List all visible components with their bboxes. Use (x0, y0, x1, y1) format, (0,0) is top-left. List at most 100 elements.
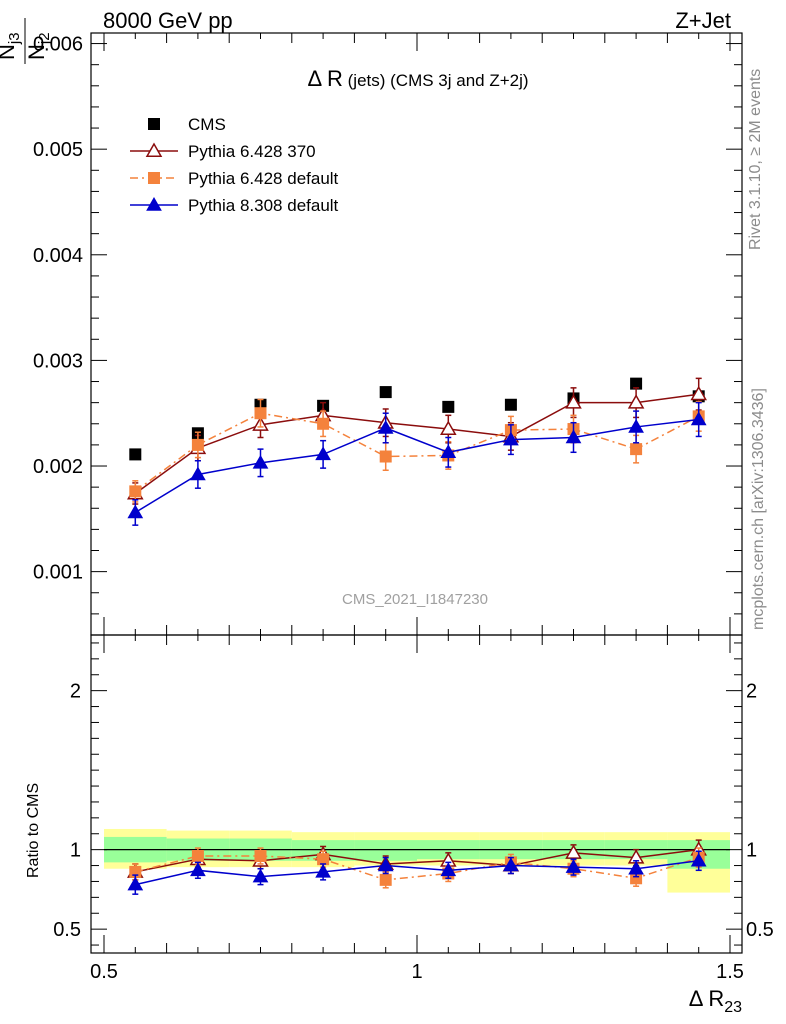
svg-text:Nj2: Nj2 (24, 32, 53, 60)
mcplots-label: mcplots.cern.ch [arXiv:1306.3436] (750, 388, 767, 630)
main-series-line (134, 418, 699, 514)
legend-label: Pythia 8.308 default (188, 196, 339, 215)
y-tick-label: 0.003 (33, 350, 83, 372)
main-point (191, 438, 204, 451)
ratio-y-tick-label-right: 0.5 (746, 919, 774, 941)
x-axis-symbol: Δ R (689, 986, 724, 1011)
process-label: Z+Jet (675, 8, 731, 33)
main-point (190, 466, 206, 481)
main-point (379, 386, 392, 399)
legend-label: CMS (188, 115, 226, 134)
legend-marker (145, 142, 163, 157)
ratio-point (503, 857, 519, 872)
main-point (254, 407, 267, 420)
y-tick-label: 0.002 (33, 456, 83, 478)
main-point (440, 444, 457, 459)
ratio-point (191, 850, 204, 863)
ratio-point (379, 873, 392, 886)
legend-marker (148, 172, 160, 184)
main-point (442, 400, 455, 413)
ratio-point (252, 868, 269, 883)
x-axis-label: Δ R23 (689, 986, 742, 1016)
ratio-series-line (135, 860, 699, 886)
main-point (377, 419, 394, 434)
rivet-label: Rivet 3.1.10, ≥ 2M events (747, 69, 764, 250)
x-tick-label: 1 (411, 961, 422, 983)
ratio-point (690, 852, 707, 867)
legend-item: Pythia 6.428 default (130, 169, 339, 188)
main-panel: 0.001 0.002 0.003 0.004 0.005 0.006 Δ R (jets… (0, 18, 743, 636)
ratio-point (440, 862, 457, 877)
ratio-y-tick-label: 1 (70, 840, 81, 862)
x-tick-label: 0.5 (90, 961, 118, 983)
ratio-point (628, 860, 644, 875)
ratio-series-pythia-8-308-default (127, 850, 707, 895)
y-tick-label: 0.001 (33, 562, 83, 584)
main-series-pythia-8-308-default (127, 401, 707, 526)
y-tick-label: 0.006 (33, 34, 83, 56)
ratio-y-tick-label-right: 1 (746, 840, 757, 862)
energy-label: 8000 GeV pp (103, 8, 233, 33)
ratio-point (317, 853, 330, 866)
main-point (317, 417, 330, 430)
main-point (503, 431, 519, 446)
legend: CMS Pythia 6.428 370 Pythia 6.428 default P… (130, 115, 339, 215)
ratio-point (190, 862, 206, 877)
svg-text:Nj3: Nj3 (0, 32, 23, 60)
legend-marker (146, 196, 162, 211)
ratio-y-tick-label: 2 (70, 681, 81, 703)
main-point (630, 443, 643, 456)
ratio-y-tick-label-right: 2 (746, 681, 757, 703)
ratio-y-tick-label: 0.5 (53, 919, 81, 941)
ratio-point (630, 872, 643, 885)
main-title-symbol: Δ R (307, 66, 342, 91)
ratio-point (565, 859, 582, 873)
legend-marker (148, 118, 160, 130)
ratio-point (377, 857, 394, 872)
ratio-panel: 0.5 1 2 0.5 1 2 Ratio to CMS (25, 634, 774, 954)
main-point (252, 454, 269, 469)
ylabel-num-sub: j3 (6, 32, 23, 45)
ratio-point (315, 863, 331, 878)
main-point (690, 385, 707, 401)
main-point (440, 420, 457, 436)
main-point (565, 394, 582, 409)
ratio-series-line (135, 855, 699, 881)
main-title: Δ R (jets) (CMS 3j and Z+2j) (307, 66, 528, 91)
main-point (630, 377, 643, 390)
main-point (565, 429, 582, 444)
legend-item: Pythia 6.428 370 (130, 142, 316, 161)
ratio-series-line (135, 848, 699, 873)
ratio-point (254, 850, 267, 863)
main-series-cms (129, 377, 705, 461)
x-axis-sub: 23 (724, 999, 742, 1016)
main-series-pythia-6-428-default (129, 398, 705, 503)
ylabel-den: N (24, 44, 49, 60)
main-point (129, 448, 142, 461)
main-point (127, 504, 144, 519)
main-point (690, 411, 707, 426)
main-point (628, 418, 644, 433)
main-series-pythia-6-428-370 (127, 377, 707, 505)
ratio-point (565, 844, 582, 859)
x-tick-label: 1.5 (716, 961, 744, 983)
main-series-line (134, 412, 700, 492)
ratio-ylabel: Ratio to CMS (25, 783, 42, 878)
main-point (129, 485, 142, 498)
legend-item: Pythia 8.308 default (130, 196, 339, 215)
main-point (315, 446, 331, 461)
legend-label: Pythia 6.428 default (188, 169, 339, 188)
main-point (379, 450, 392, 463)
main-ylabel: Nj3 Nj2 (0, 18, 53, 64)
main-point (627, 394, 645, 409)
ratio-point (127, 876, 144, 891)
legend-label: Pythia 6.428 370 (188, 142, 316, 161)
ratio-panel-frame (90, 634, 743, 954)
uncertainty-band-inner (354, 840, 417, 861)
y-tick-label: 0.004 (33, 245, 83, 267)
legend-item: CMS (148, 115, 226, 134)
watermark: CMS_2021_I1847230 (342, 591, 488, 608)
main-point (504, 398, 517, 411)
y-tick-label: 0.005 (33, 139, 83, 161)
